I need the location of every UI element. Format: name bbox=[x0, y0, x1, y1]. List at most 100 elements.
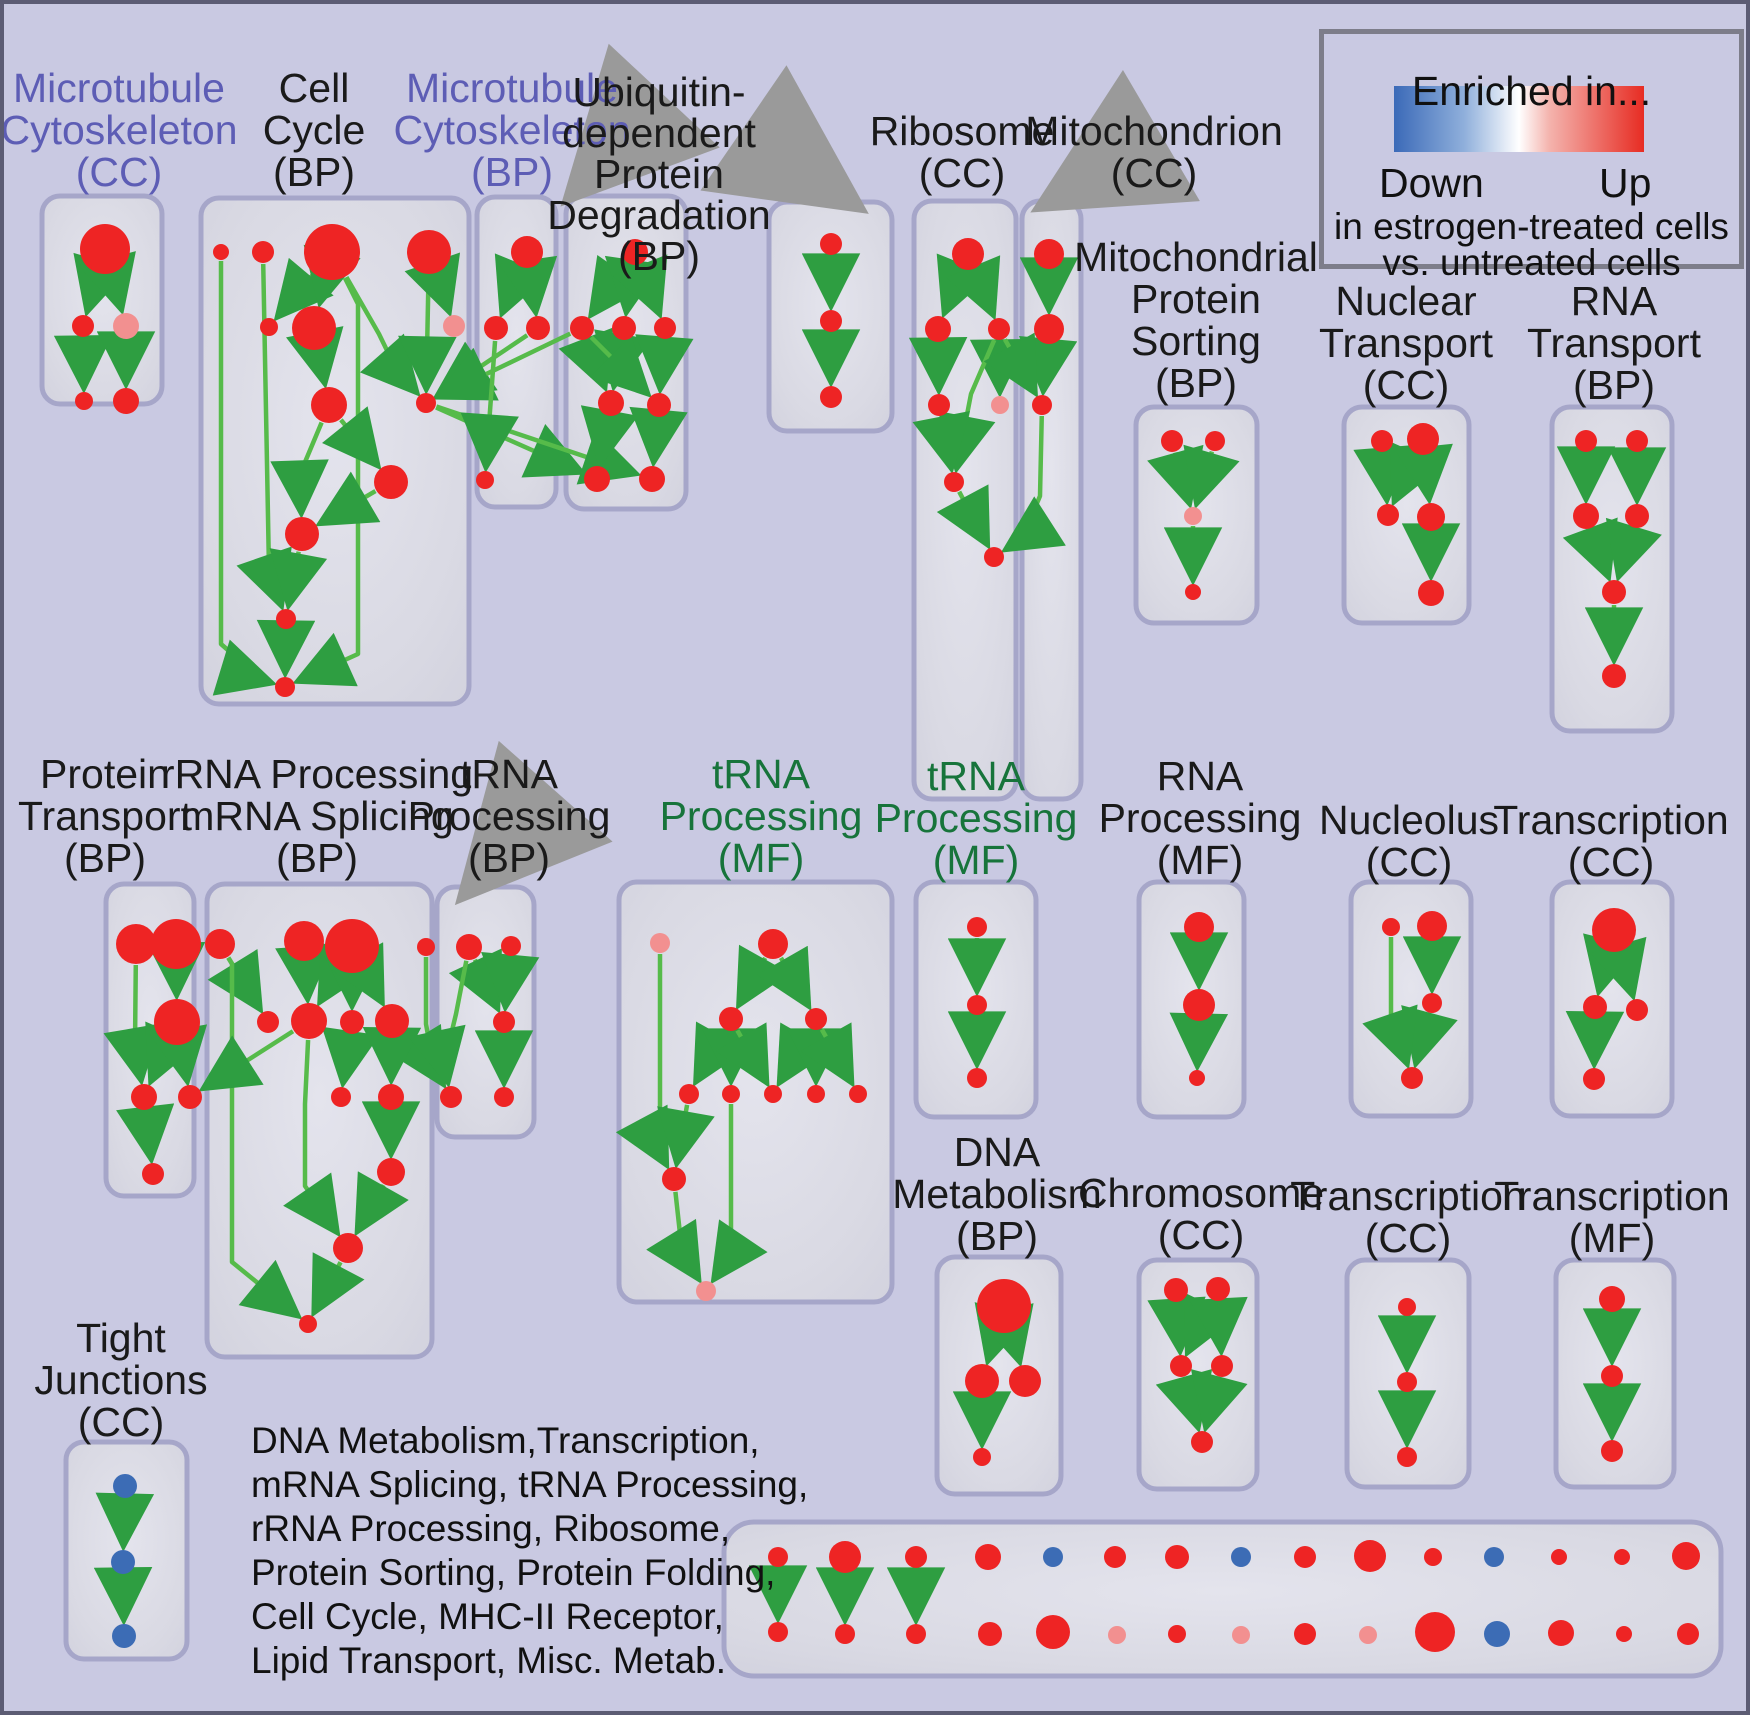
label-line: Transcription bbox=[1290, 1173, 1526, 1219]
label-nuclear-transport: Nuclear Transport (CC) bbox=[1319, 280, 1493, 406]
go-term-node-chrom.mr bbox=[1211, 1355, 1233, 1377]
go-term-node-dnam.br bbox=[1009, 1365, 1041, 1397]
go-term-node-misc.r2c9 bbox=[1294, 1623, 1316, 1645]
label-line: (BP) bbox=[1573, 362, 1655, 408]
go-term-node-cc.n12 bbox=[276, 609, 296, 629]
label-line: Cytoskeleton bbox=[0, 107, 238, 153]
go-term-node-trxccb.c bbox=[1397, 1447, 1417, 1467]
edge-cc.n12-to-cc.n13 bbox=[256, 619, 316, 679]
label-line: Sorting bbox=[1131, 318, 1261, 364]
label-transcription-mf: Transcription (MF) bbox=[1494, 1175, 1729, 1259]
trna-bp-arrow bbox=[454, 740, 613, 906]
label-line: Chromosome bbox=[1077, 1170, 1325, 1216]
go-term-node-rib.top bbox=[952, 238, 984, 270]
go-term-node-rrna.p1 bbox=[331, 1087, 351, 1107]
go-term-node-rnat.mg bbox=[1602, 580, 1626, 604]
legend-gradient-bar bbox=[1394, 86, 1644, 152]
go-term-node-cc.n6 bbox=[292, 306, 336, 350]
go-term-node-prott.bot bbox=[142, 1163, 164, 1185]
go-term-node-msort.pk bbox=[1184, 507, 1202, 525]
go-term-node-rib.ml bbox=[925, 316, 951, 342]
go-term-node-cc.n3 bbox=[304, 224, 360, 280]
go-term-node-misc.r2c7 bbox=[1168, 1625, 1186, 1643]
edge-ubi1.lr-to-ubi1.br bbox=[629, 406, 688, 468]
label-line: (MF) bbox=[1568, 1215, 1656, 1261]
go-term-node-nucl.bot bbox=[1401, 1067, 1423, 1089]
edge-rrna.n2-to-rrna.m2 bbox=[275, 944, 334, 1005]
go-term-node-mito.top bbox=[1034, 239, 1064, 269]
label-line: Transcription bbox=[1494, 1173, 1730, 1219]
go-term-node-trxccm.big bbox=[1592, 908, 1636, 952]
go-term-node-misc.r2c10 bbox=[1359, 1626, 1377, 1644]
go-term-node-trxccm.mr bbox=[1626, 999, 1648, 1021]
go-term-node-nuct.mr bbox=[1417, 503, 1445, 531]
cluster-box-rrna bbox=[204, 881, 435, 1360]
label-trna-mf-1: tRNA Processing (MF) bbox=[660, 753, 863, 879]
go-term-node-trxccb.b bbox=[1397, 1372, 1417, 1392]
go-term-node-cc.n13 bbox=[275, 677, 295, 697]
edge-rnat.ml-to-rnat.mg bbox=[1562, 517, 1618, 583]
go-term-node-cc.n9 bbox=[416, 393, 436, 413]
label-mitochondrion: Mitochondrion (CC) bbox=[1025, 110, 1283, 194]
edge-rrna.n1-to-rrna.s bbox=[226, 956, 303, 1320]
go-term-node-tmf2.c bbox=[967, 1068, 987, 1088]
go-term-node-rrna.m3 bbox=[340, 1010, 364, 1034]
edge-trnabp.tl-to-trnabp.bl bbox=[408, 960, 469, 1089]
label-line: (CC) bbox=[1362, 362, 1450, 408]
go-term-node-misc.r1c3 bbox=[905, 1546, 927, 1568]
go-term-node-dnam.bl bbox=[965, 1364, 999, 1398]
label-line: (BP) bbox=[470, 149, 553, 195]
go-term-node-rrna.q bbox=[377, 1158, 405, 1186]
go-term-node-trnabp.bl bbox=[440, 1086, 462, 1108]
go-term-node-ubi1.ml bbox=[570, 316, 594, 340]
go-network-svg bbox=[39, 43, 1724, 1679]
go-term-node-ubi1.ll bbox=[598, 390, 624, 416]
legend-subtitle-2: vs. untreated cells bbox=[1382, 242, 1681, 283]
label-line: (CC) bbox=[1157, 1212, 1245, 1258]
go-term-node-ubi1.bl bbox=[584, 466, 610, 492]
go-term-node-rnat.tl bbox=[1575, 430, 1597, 452]
text-line: mRNA Splicing, tRNA Processing, bbox=[251, 1464, 809, 1505]
go-term-node-misc.r2c3 bbox=[906, 1624, 926, 1644]
go-term-node-rrna.n4 bbox=[417, 938, 435, 956]
go-term-node-misc.r1c2 bbox=[829, 1541, 861, 1573]
label-mt-bp: Microtubule Cytoskeleton (BP) bbox=[393, 67, 630, 193]
go-term-node-msort.bot bbox=[1185, 584, 1201, 600]
go-term-node-tightj.b bbox=[111, 1550, 135, 1574]
go-term-node-rnapmf.b bbox=[1183, 989, 1215, 1021]
go-term-node-dnam.bot bbox=[973, 1448, 991, 1466]
cluster-box-tmf1 bbox=[616, 879, 895, 1305]
go-term-node-tmf1.low bbox=[662, 1167, 686, 1191]
go-term-node-trnabp.br bbox=[494, 1087, 514, 1107]
edge-cc.n8-to-cc.n10 bbox=[322, 406, 382, 471]
go-term-node-ubi2.b bbox=[820, 310, 842, 332]
label-rrna: rRNA Processing mRNA Splicing (BP) bbox=[161, 753, 473, 879]
go-term-node-mt-cc.d bbox=[75, 392, 93, 410]
edge-nuct.ts-to-nuct.ml bbox=[1353, 445, 1412, 506]
cluster-box-misc bbox=[721, 1519, 1724, 1679]
label-line: Microtubule bbox=[13, 65, 225, 111]
label-line: Protein bbox=[40, 751, 170, 797]
label-line: Tight bbox=[76, 1315, 166, 1361]
go-term-node-rib.ll bbox=[928, 394, 950, 416]
go-term-node-rrna.r bbox=[333, 1233, 363, 1263]
edge-chrom.tr-to-chrom.mr bbox=[1189, 1296, 1248, 1357]
go-term-node-nucl.tb bbox=[1417, 911, 1447, 941]
label-line: Microtubule bbox=[406, 65, 618, 111]
edge-prott.mid-to-prott.lr bbox=[149, 1024, 208, 1087]
go-term-node-msort.rt bbox=[1205, 431, 1225, 451]
go-term-node-cc.n10 bbox=[374, 465, 408, 499]
label-line: Transcription bbox=[1493, 797, 1729, 843]
go-term-node-rnat.mr bbox=[1625, 504, 1649, 528]
label-nucleolus: Nucleolus (CC) bbox=[1319, 799, 1499, 883]
go-term-node-trxmf.b bbox=[1601, 1365, 1623, 1387]
edge-rib.top-to-rib.mr bbox=[946, 255, 1001, 321]
go-term-node-misc.r2c12 bbox=[1484, 1621, 1510, 1647]
label-line: Junctions bbox=[34, 1357, 208, 1403]
go-term-node-nucl.ts bbox=[1382, 918, 1400, 936]
label-line: Ubiquitin- bbox=[572, 68, 746, 115]
edge-trxccm.big-to-trxccm.mr bbox=[1590, 936, 1647, 1002]
go-term-node-misc.r2c1 bbox=[768, 1622, 788, 1642]
go-term-node-mtbp.c bbox=[526, 316, 550, 340]
go-term-node-rib.mg bbox=[944, 472, 964, 492]
